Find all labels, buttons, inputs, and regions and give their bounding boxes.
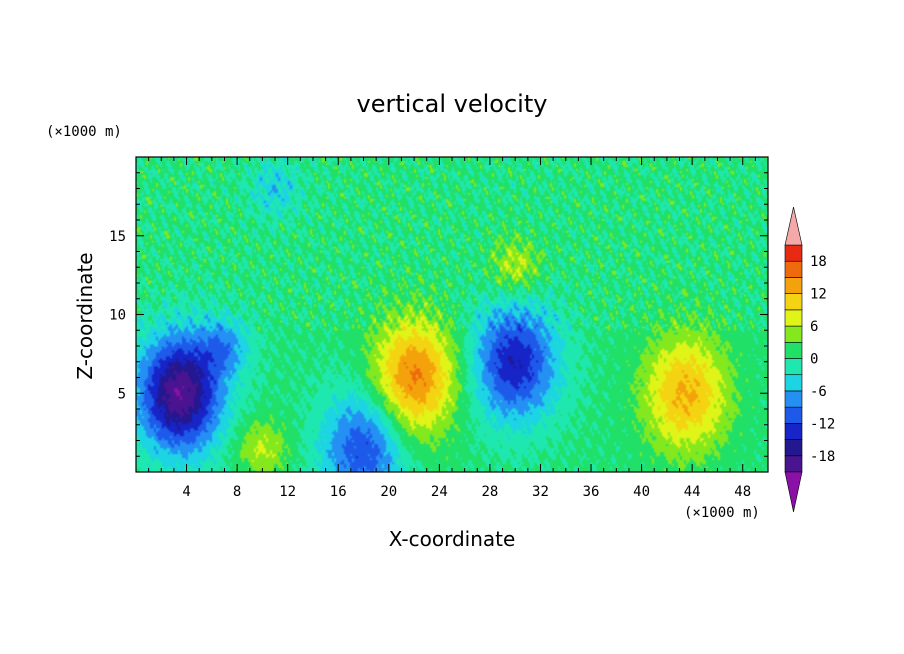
- colorbar-band: [784, 455, 803, 473]
- x-tick-label: 44: [684, 484, 701, 500]
- x-tick-label: 32: [532, 484, 549, 500]
- y-unit-label: (×1000 m): [46, 124, 122, 140]
- colorbar-max-arrow: [784, 206, 803, 246]
- colorbar-tick-label: -12: [810, 416, 835, 432]
- colorbar-tick-label: -18: [810, 449, 835, 465]
- colorbar-band: [784, 341, 803, 359]
- colorbar-band: [784, 309, 803, 327]
- y-tick-label: 15: [109, 229, 126, 245]
- colorbar-tick-label: 0: [810, 352, 818, 368]
- colorbar-tick-label: -6: [810, 384, 827, 400]
- colorbar-tick-label: 12: [810, 287, 827, 303]
- colorbar-band: [784, 390, 803, 408]
- x-axis-label: X-coordinate: [389, 527, 516, 551]
- x-tick-label: 8: [233, 484, 241, 500]
- x-tick-label: 40: [633, 484, 650, 500]
- x-unit-label: (×1000 m): [684, 505, 760, 521]
- colorbar-band: [784, 358, 803, 376]
- y-tick-label: 10: [109, 308, 126, 324]
- velocity-field: [136, 157, 768, 472]
- x-ticks: 4 8 12 16 20 24 28 32 36 40 44 48: [148, 157, 756, 500]
- colorbar-band: [784, 325, 803, 343]
- colorbar-band: [784, 260, 803, 278]
- x-tick-label: 28: [481, 484, 498, 500]
- colorbar-band: [784, 423, 803, 440]
- colorbar-band: [784, 244, 803, 262]
- y-ticks: 5 10 15: [109, 172, 768, 457]
- x-tick-label: 48: [734, 484, 751, 500]
- y-axis-label: Z-coordinate: [73, 252, 97, 379]
- colorbar-tick-label: 18: [810, 254, 827, 270]
- colorbar-tick-label: 6: [810, 319, 818, 335]
- colorbar-band: [784, 293, 803, 311]
- colorbar-band: [784, 439, 803, 457]
- chart-title: vertical velocity: [357, 90, 548, 118]
- x-tick-label: 12: [279, 484, 296, 500]
- x-tick-label: 24: [431, 484, 448, 500]
- x-tick-label: 16: [330, 484, 347, 500]
- plot-area: [136, 157, 768, 472]
- colorbar-band: [784, 406, 803, 424]
- colorbar-band: [784, 277, 803, 294]
- colorbar-band: [784, 374, 803, 392]
- x-tick-label: 36: [583, 484, 600, 500]
- y-tick-label: 5: [118, 386, 126, 402]
- colorbar-min-arrow: [784, 471, 803, 513]
- colorbar: 18 12 6 0 -6 -12 -18: [784, 206, 835, 513]
- x-tick-label: 4: [182, 484, 190, 500]
- x-tick-label: 20: [380, 484, 397, 500]
